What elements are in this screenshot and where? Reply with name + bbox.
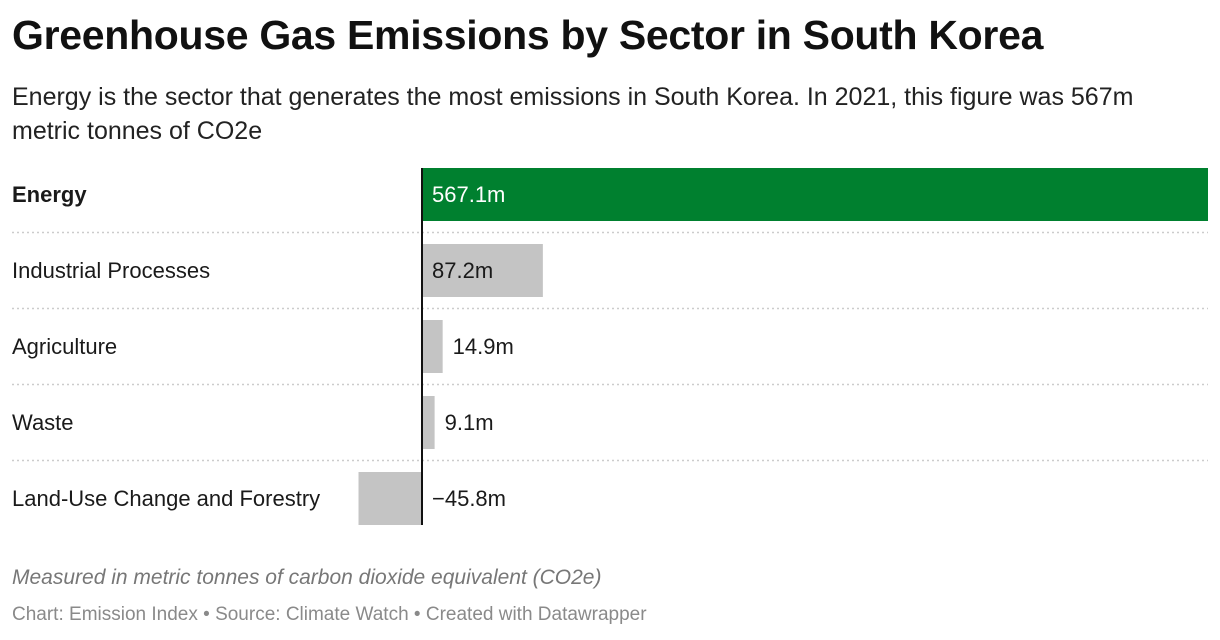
chart-notes: Measured in metric tonnes of carbon diox… [12, 566, 602, 589]
category-label: Land-Use Change and Forestry [12, 486, 320, 511]
value-label: 14.9m [453, 334, 514, 359]
category-label: Energy [12, 182, 87, 207]
chart-title: Greenhouse Gas Emissions by Sector in So… [12, 12, 1044, 58]
bar [422, 396, 435, 449]
bar [422, 244, 543, 297]
value-label: 9.1m [445, 410, 494, 435]
bar [358, 472, 422, 525]
chart-subtitle: Energy is the sector that generates the … [12, 83, 1134, 145]
category-label: Waste [12, 410, 74, 435]
category-label: Agriculture [12, 334, 117, 359]
chart-footer: Chart: Emission Index • Source: Climate … [12, 604, 647, 625]
bar [422, 320, 443, 373]
value-label: −45.8m [432, 486, 506, 511]
category-label: Industrial Processes [12, 258, 210, 283]
value-label: 567.1m [432, 182, 505, 207]
bar [422, 168, 1208, 221]
value-label: 87.2m [432, 258, 493, 283]
bar-chart: Energy 567.1m Industrial Processes 87.2m Agr… [12, 168, 1208, 525]
